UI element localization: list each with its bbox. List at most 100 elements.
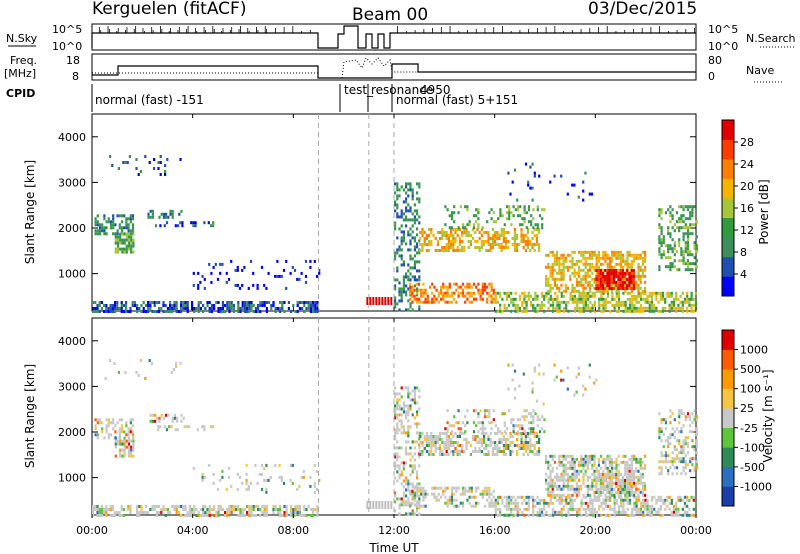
range-gate-cell bbox=[396, 212, 399, 216]
range-gate-cell bbox=[595, 275, 598, 278]
range-gate-cell bbox=[670, 510, 673, 514]
range-gate-cell bbox=[516, 303, 519, 307]
range-gate-cell bbox=[556, 303, 559, 307]
range-gate-cell bbox=[450, 444, 453, 447]
range-gate-cell bbox=[228, 505, 231, 508]
range-gate-cell bbox=[595, 262, 598, 266]
range-gate-cell bbox=[483, 240, 486, 243]
range-gate-cell bbox=[510, 309, 513, 313]
range-gate-cell bbox=[477, 208, 480, 212]
range-gate-cell bbox=[659, 309, 662, 313]
range-gate-cell bbox=[617, 485, 620, 488]
range-gate-cell bbox=[151, 419, 154, 423]
y-tick-label: 3000 bbox=[58, 380, 86, 393]
range-gate-cell bbox=[400, 209, 403, 213]
range-gate-cell bbox=[296, 310, 299, 313]
range-gate-cell bbox=[584, 277, 587, 281]
range-gate-cell bbox=[628, 272, 631, 275]
range-gate-cell bbox=[396, 194, 399, 198]
range-gate-cell bbox=[400, 500, 403, 504]
range-gate-cell bbox=[633, 297, 636, 301]
range-gate-cell bbox=[461, 489, 465, 493]
range-gate-cell bbox=[118, 511, 121, 514]
range-gate-cell bbox=[642, 504, 645, 508]
range-gate-cell bbox=[230, 484, 233, 488]
range-gate-cell bbox=[595, 485, 598, 488]
range-gate-cell bbox=[522, 432, 525, 435]
test-strip-cell bbox=[372, 297, 375, 305]
range-gate-cell bbox=[677, 498, 680, 502]
range-gate-cell bbox=[450, 211, 454, 215]
range-gate-cell bbox=[666, 495, 669, 499]
range-gate-cell bbox=[112, 214, 115, 218]
range-gate-cell bbox=[105, 427, 108, 431]
range-gate-cell bbox=[463, 450, 466, 453]
range-gate-cell bbox=[587, 291, 590, 295]
range-gate-cell bbox=[422, 492, 425, 496]
range-gate-cell bbox=[680, 250, 683, 254]
range-gate-cell bbox=[398, 299, 401, 303]
range-gate-cell bbox=[617, 488, 620, 491]
range-gate-cell bbox=[492, 504, 495, 508]
range-gate-cell bbox=[421, 246, 424, 249]
range-gate-cell bbox=[405, 200, 408, 204]
range-gate-cell bbox=[675, 211, 679, 215]
range-gate-cell bbox=[114, 307, 117, 310]
range-gate-cell bbox=[283, 511, 286, 514]
range-gate-cell bbox=[456, 228, 459, 231]
range-gate-cell bbox=[516, 513, 519, 517]
range-gate-cell bbox=[394, 404, 397, 408]
range-gate-cell bbox=[630, 493, 633, 497]
range-gate-cell bbox=[166, 158, 169, 161]
range-gate-cell bbox=[103, 511, 106, 514]
range-gate-cell bbox=[664, 454, 668, 458]
range-gate-cell bbox=[94, 229, 97, 233]
range-gate-cell bbox=[417, 300, 421, 304]
range-gate-cell bbox=[265, 508, 268, 511]
range-gate-cell bbox=[421, 444, 424, 447]
range-gate-cell bbox=[469, 444, 472, 447]
range-gate-cell bbox=[398, 428, 401, 432]
range-gate-cell bbox=[312, 511, 315, 514]
range-gate-cell bbox=[516, 430, 520, 434]
range-gate-cell bbox=[119, 439, 122, 443]
range-gate-cell bbox=[180, 505, 183, 508]
range-gate-cell bbox=[564, 283, 567, 287]
range-gate-cell bbox=[628, 482, 631, 485]
range-gate-cell bbox=[632, 281, 635, 284]
range-gate-cell bbox=[599, 488, 602, 491]
range-gate-cell bbox=[303, 508, 306, 511]
range-gate-cell bbox=[501, 501, 504, 505]
range-gate-cell bbox=[569, 259, 572, 263]
range-gate-cell bbox=[622, 504, 625, 508]
range-gate-cell bbox=[655, 294, 658, 298]
range-gate-cell bbox=[396, 407, 399, 411]
range-gate-cell bbox=[619, 491, 622, 494]
range-gate-cell bbox=[226, 514, 229, 517]
colorbar-swatch bbox=[722, 237, 734, 258]
range-gate-cell bbox=[496, 309, 500, 313]
range-gate-cell bbox=[498, 246, 501, 249]
range-gate-cell bbox=[478, 249, 481, 252]
range-gate-cell bbox=[283, 514, 286, 517]
range-gate-cell bbox=[606, 275, 609, 278]
range-gate-cell bbox=[582, 393, 585, 397]
range-gate-cell bbox=[236, 265, 239, 269]
range-gate-cell bbox=[615, 291, 618, 295]
range-gate-cell bbox=[92, 310, 95, 313]
range-gate-cell bbox=[530, 415, 533, 419]
range-gate-cell bbox=[498, 441, 501, 444]
range-gate-cell bbox=[301, 514, 304, 517]
range-gate-cell bbox=[664, 466, 668, 470]
range-gate-cell bbox=[396, 206, 399, 210]
range-gate-cell bbox=[487, 453, 490, 456]
colorbar-tick: -1000 bbox=[740, 480, 772, 493]
cpid-row: CPID normal (fast) -151 test_ resonance … bbox=[6, 83, 518, 112]
range-gate-cell bbox=[688, 507, 691, 511]
range-gate-cell bbox=[474, 240, 477, 243]
range-gate-cell bbox=[591, 253, 594, 257]
range-gate-cell bbox=[611, 250, 614, 254]
range-gate-cell bbox=[224, 514, 227, 517]
range-gate-cell bbox=[613, 250, 616, 254]
range-gate-cell bbox=[409, 254, 412, 258]
